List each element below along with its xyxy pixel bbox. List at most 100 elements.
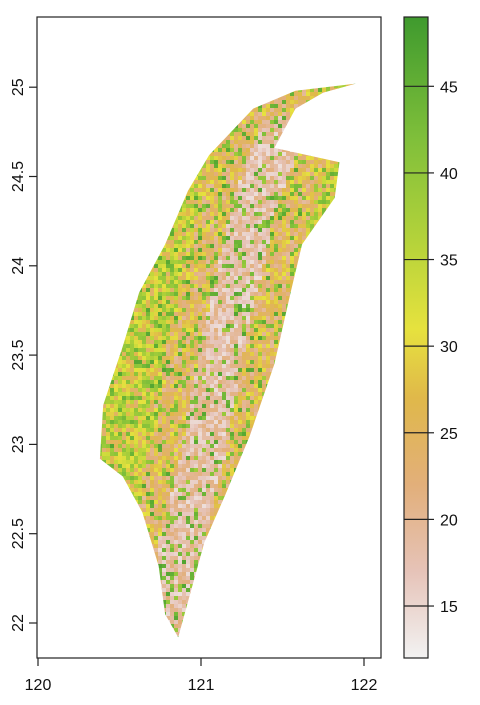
- raster-cell: [230, 156, 234, 160]
- raster-cell: [278, 232, 282, 236]
- raster-cell: [182, 216, 186, 220]
- raster-cell: [334, 176, 338, 180]
- raster-cell: [262, 148, 266, 152]
- raster-cell: [238, 340, 242, 344]
- raster-cell: [210, 360, 214, 364]
- raster-cell: [238, 296, 242, 300]
- raster-cell: [198, 360, 202, 364]
- raster-cell: [234, 152, 238, 156]
- raster-cell: [246, 128, 250, 132]
- raster-cell: [250, 224, 254, 228]
- raster-cell: [306, 92, 310, 96]
- raster-cell: [246, 268, 250, 272]
- raster-cell: [222, 212, 226, 216]
- raster-cell: [154, 260, 158, 264]
- raster-cell: [286, 288, 290, 292]
- raster-cell: [214, 228, 218, 232]
- raster-cell: [226, 328, 230, 332]
- raster-cell: [254, 288, 258, 292]
- raster-cell: [206, 260, 210, 264]
- raster-cell: [202, 308, 206, 312]
- raster-cell: [182, 296, 186, 300]
- raster-cell: [262, 224, 266, 228]
- raster-cell: [294, 192, 298, 196]
- raster-cell: [294, 224, 298, 228]
- raster-cell: [254, 176, 258, 180]
- raster-cell: [254, 136, 258, 140]
- raster-cell: [194, 356, 198, 360]
- raster-cell: [286, 176, 290, 180]
- raster-cell: [222, 280, 226, 284]
- raster-cell: [254, 164, 258, 168]
- raster-cell: [222, 196, 226, 200]
- raster-cell: [282, 220, 286, 224]
- raster-cell: [234, 212, 238, 216]
- raster-cell: [294, 240, 298, 244]
- raster-cell: [194, 228, 198, 232]
- raster-cell: [206, 252, 210, 256]
- raster-cell: [158, 268, 162, 272]
- raster-cell: [210, 184, 214, 188]
- raster-cell: [202, 292, 206, 296]
- raster-cell: [246, 188, 250, 192]
- raster-cell: [326, 204, 330, 208]
- raster-cell: [174, 352, 178, 356]
- raster-cell: [246, 200, 250, 204]
- raster-cell: [162, 268, 166, 272]
- raster-cell: [146, 320, 150, 324]
- raster-cell: [186, 336, 190, 340]
- raster-cell: [214, 220, 218, 224]
- raster-cell: [322, 196, 326, 200]
- raster-cell: [166, 292, 170, 296]
- raster-cell: [242, 328, 246, 332]
- raster-cell: [150, 308, 154, 312]
- raster-cell: [314, 188, 318, 192]
- raster-cell: [206, 168, 210, 172]
- raster-cell: [174, 332, 178, 336]
- raster-cell: [218, 340, 222, 344]
- raster-cell: [238, 232, 242, 236]
- raster-cell: [218, 184, 222, 188]
- raster-cell: [250, 220, 254, 224]
- raster-cell: [202, 196, 206, 200]
- raster-cell: [266, 352, 270, 356]
- raster-cell: [226, 136, 230, 140]
- raster-cell: [242, 128, 246, 132]
- raster-cell: [230, 180, 234, 184]
- raster-cell: [218, 240, 222, 244]
- raster-cell: [282, 316, 286, 320]
- raster-cell: [162, 360, 166, 364]
- raster-cell: [278, 248, 282, 252]
- raster-cell: [170, 340, 174, 344]
- raster-cell: [198, 240, 202, 244]
- raster-cell: [254, 216, 258, 220]
- raster-cell: [270, 268, 274, 272]
- raster-cell: [198, 336, 202, 340]
- raster-cell: [246, 168, 250, 172]
- raster-cell: [202, 248, 206, 252]
- raster-cell: [254, 140, 258, 144]
- raster-cell: [198, 316, 202, 320]
- raster-cell: [234, 352, 238, 356]
- raster-cell: [222, 184, 226, 188]
- raster-cell: [274, 276, 278, 280]
- raster-cell: [210, 332, 214, 336]
- raster-cell: [218, 360, 222, 364]
- raster-cell: [286, 292, 290, 296]
- raster-cell: [206, 196, 210, 200]
- raster-cell: [306, 184, 310, 188]
- raster-cell: [138, 312, 142, 316]
- raster-cell: [130, 332, 134, 336]
- raster-cell: [294, 156, 298, 160]
- raster-cell: [214, 284, 218, 288]
- raster-cell: [226, 164, 230, 168]
- raster-cell: [282, 244, 286, 248]
- raster-cell: [278, 148, 282, 152]
- raster-cell: [138, 336, 142, 340]
- raster-cell: [310, 88, 314, 92]
- raster-cell: [182, 268, 186, 272]
- raster-cell: [278, 120, 282, 124]
- raster-cell: [246, 160, 250, 164]
- raster-cell: [198, 324, 202, 328]
- raster-cell: [158, 296, 162, 300]
